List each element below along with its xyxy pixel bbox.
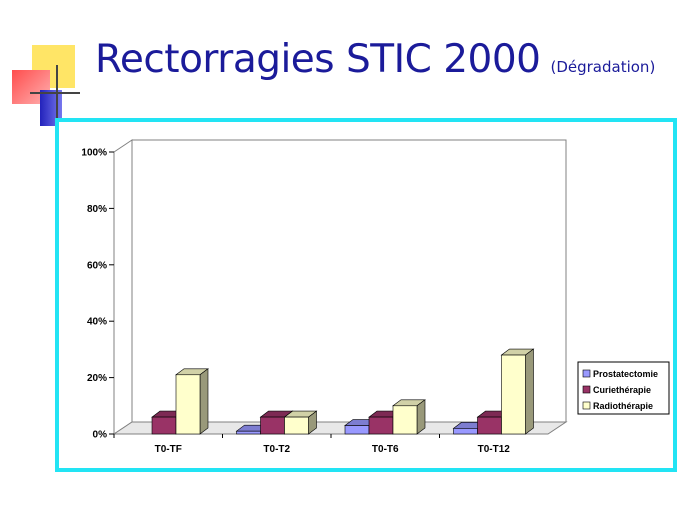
bar-front xyxy=(344,425,370,435)
bar-front xyxy=(453,428,478,435)
bar xyxy=(392,399,426,435)
bar xyxy=(283,410,318,435)
deco-vertical-line xyxy=(56,65,58,125)
y-tick-label: 100% xyxy=(81,148,107,159)
bar-front xyxy=(368,416,394,435)
bar xyxy=(175,368,209,435)
bar-side xyxy=(199,368,209,435)
bar-front xyxy=(236,430,261,435)
x-tick-label: T0-TF xyxy=(155,444,182,455)
bar-front xyxy=(477,416,502,435)
legend-label: Prostatectomie xyxy=(593,369,658,379)
y-tick-label: 40% xyxy=(87,317,107,328)
side-wall xyxy=(113,139,133,435)
bar-front xyxy=(260,416,285,435)
y-tick-label: 20% xyxy=(87,373,107,384)
bar-side xyxy=(525,348,534,435)
deco-horizontal-line xyxy=(30,92,80,94)
legend-swatch xyxy=(582,401,591,410)
x-tick-label: T0-T12 xyxy=(478,444,511,455)
y-tick-label: 60% xyxy=(87,260,107,271)
x-tick-label: T0-T6 xyxy=(372,444,399,455)
legend-label: Radiothérapie xyxy=(593,401,653,411)
bar xyxy=(500,348,535,435)
legend-swatch xyxy=(582,369,591,378)
bar-front xyxy=(175,374,201,435)
chart-frame: 0% 20% 40% 60% 80% 100% T0-TF T0-T2 T0-T6 T0-T12… xyxy=(55,118,677,472)
bar-side xyxy=(416,399,426,435)
bar-front xyxy=(501,354,526,435)
page-title: Rectorragies STIC 2000 (Dégradation) xyxy=(95,40,655,79)
bar-front xyxy=(392,405,418,435)
legend-box xyxy=(577,361,670,415)
legend-swatch xyxy=(582,385,591,394)
y-tick-label: 80% xyxy=(87,204,107,215)
title-main: Rectorragies STIC 2000 xyxy=(95,37,541,82)
y-tick-label: 0% xyxy=(93,430,108,441)
title-sub: (Dégradation) xyxy=(550,58,656,76)
x-tick-label: T0-T2 xyxy=(263,444,290,455)
bar-front xyxy=(151,416,177,435)
bar-chart: 0% 20% 40% 60% 80% 100% T0-TF T0-T2 T0-T6 T0-T12… xyxy=(81,139,670,455)
legend-label: Curiethérapie xyxy=(593,385,651,395)
bar-front xyxy=(284,416,309,435)
